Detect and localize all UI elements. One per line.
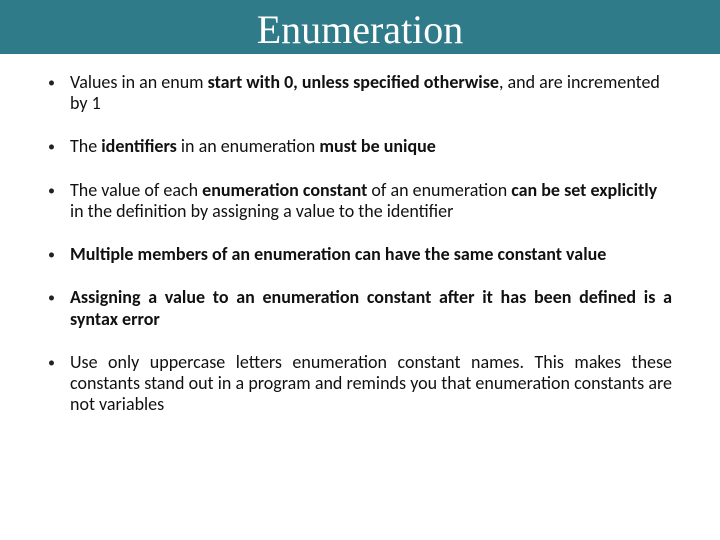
emphasis-text: enumeration constant — [202, 179, 367, 201]
emphasis-text: can be set explicitly — [511, 179, 657, 201]
plain-text: Values in an enum — [70, 71, 208, 93]
emphasis-text: start with 0, unless specified otherwise — [208, 71, 499, 93]
emphasis-text: must be unique — [319, 135, 436, 157]
bullet-text: Values in an enum start with 0, unless s… — [70, 72, 672, 114]
bullet-text: Use only uppercase letters enumeration c… — [70, 352, 672, 416]
plain-text: in the definition by assigning a value t… — [70, 200, 453, 222]
emphasis-text: identifiers — [101, 135, 177, 157]
bullet-text: The identifiers in an enumeration must b… — [70, 136, 672, 157]
bullet-item: •Use only uppercase letters enumeration … — [48, 352, 672, 416]
bullet-dot-icon: • — [48, 287, 70, 307]
plain-text: in an enumeration — [177, 135, 320, 157]
bullet-item: •Assigning a value to an enumeration con… — [48, 287, 672, 329]
bullet-text: Multiple members of an enumeration can h… — [70, 244, 672, 265]
bullet-dot-icon: • — [48, 352, 70, 372]
bullet-text: The value of each enumeration constant o… — [70, 180, 672, 222]
emphasis-text: Multiple members of an enumeration can h… — [70, 243, 606, 265]
slide-title: Enumeration — [257, 6, 464, 53]
plain-text: The — [70, 135, 101, 157]
plain-text: Use only uppercase letters enumeration c… — [70, 351, 672, 415]
bullet-item: •The value of each enumeration constant … — [48, 180, 672, 222]
slide-header: Enumeration — [0, 0, 720, 54]
emphasis-text: Assigning a value to an enumeration cons… — [70, 286, 672, 329]
bullet-text: Assigning a value to an enumeration cons… — [70, 287, 672, 329]
bullet-dot-icon: • — [48, 136, 70, 156]
plain-text: The value of each — [70, 179, 202, 201]
bullet-item: •The identifiers in an enumeration must … — [48, 136, 672, 157]
bullet-dot-icon: • — [48, 180, 70, 200]
slide-content: •Values in an enum start with 0, unless … — [0, 54, 720, 416]
bullet-dot-icon: • — [48, 72, 70, 92]
bullet-item: •Multiple members of an enumeration can … — [48, 244, 672, 265]
bullet-item: •Values in an enum start with 0, unless … — [48, 72, 672, 114]
bullet-dot-icon: • — [48, 244, 70, 264]
plain-text: of an enumeration — [367, 179, 511, 201]
